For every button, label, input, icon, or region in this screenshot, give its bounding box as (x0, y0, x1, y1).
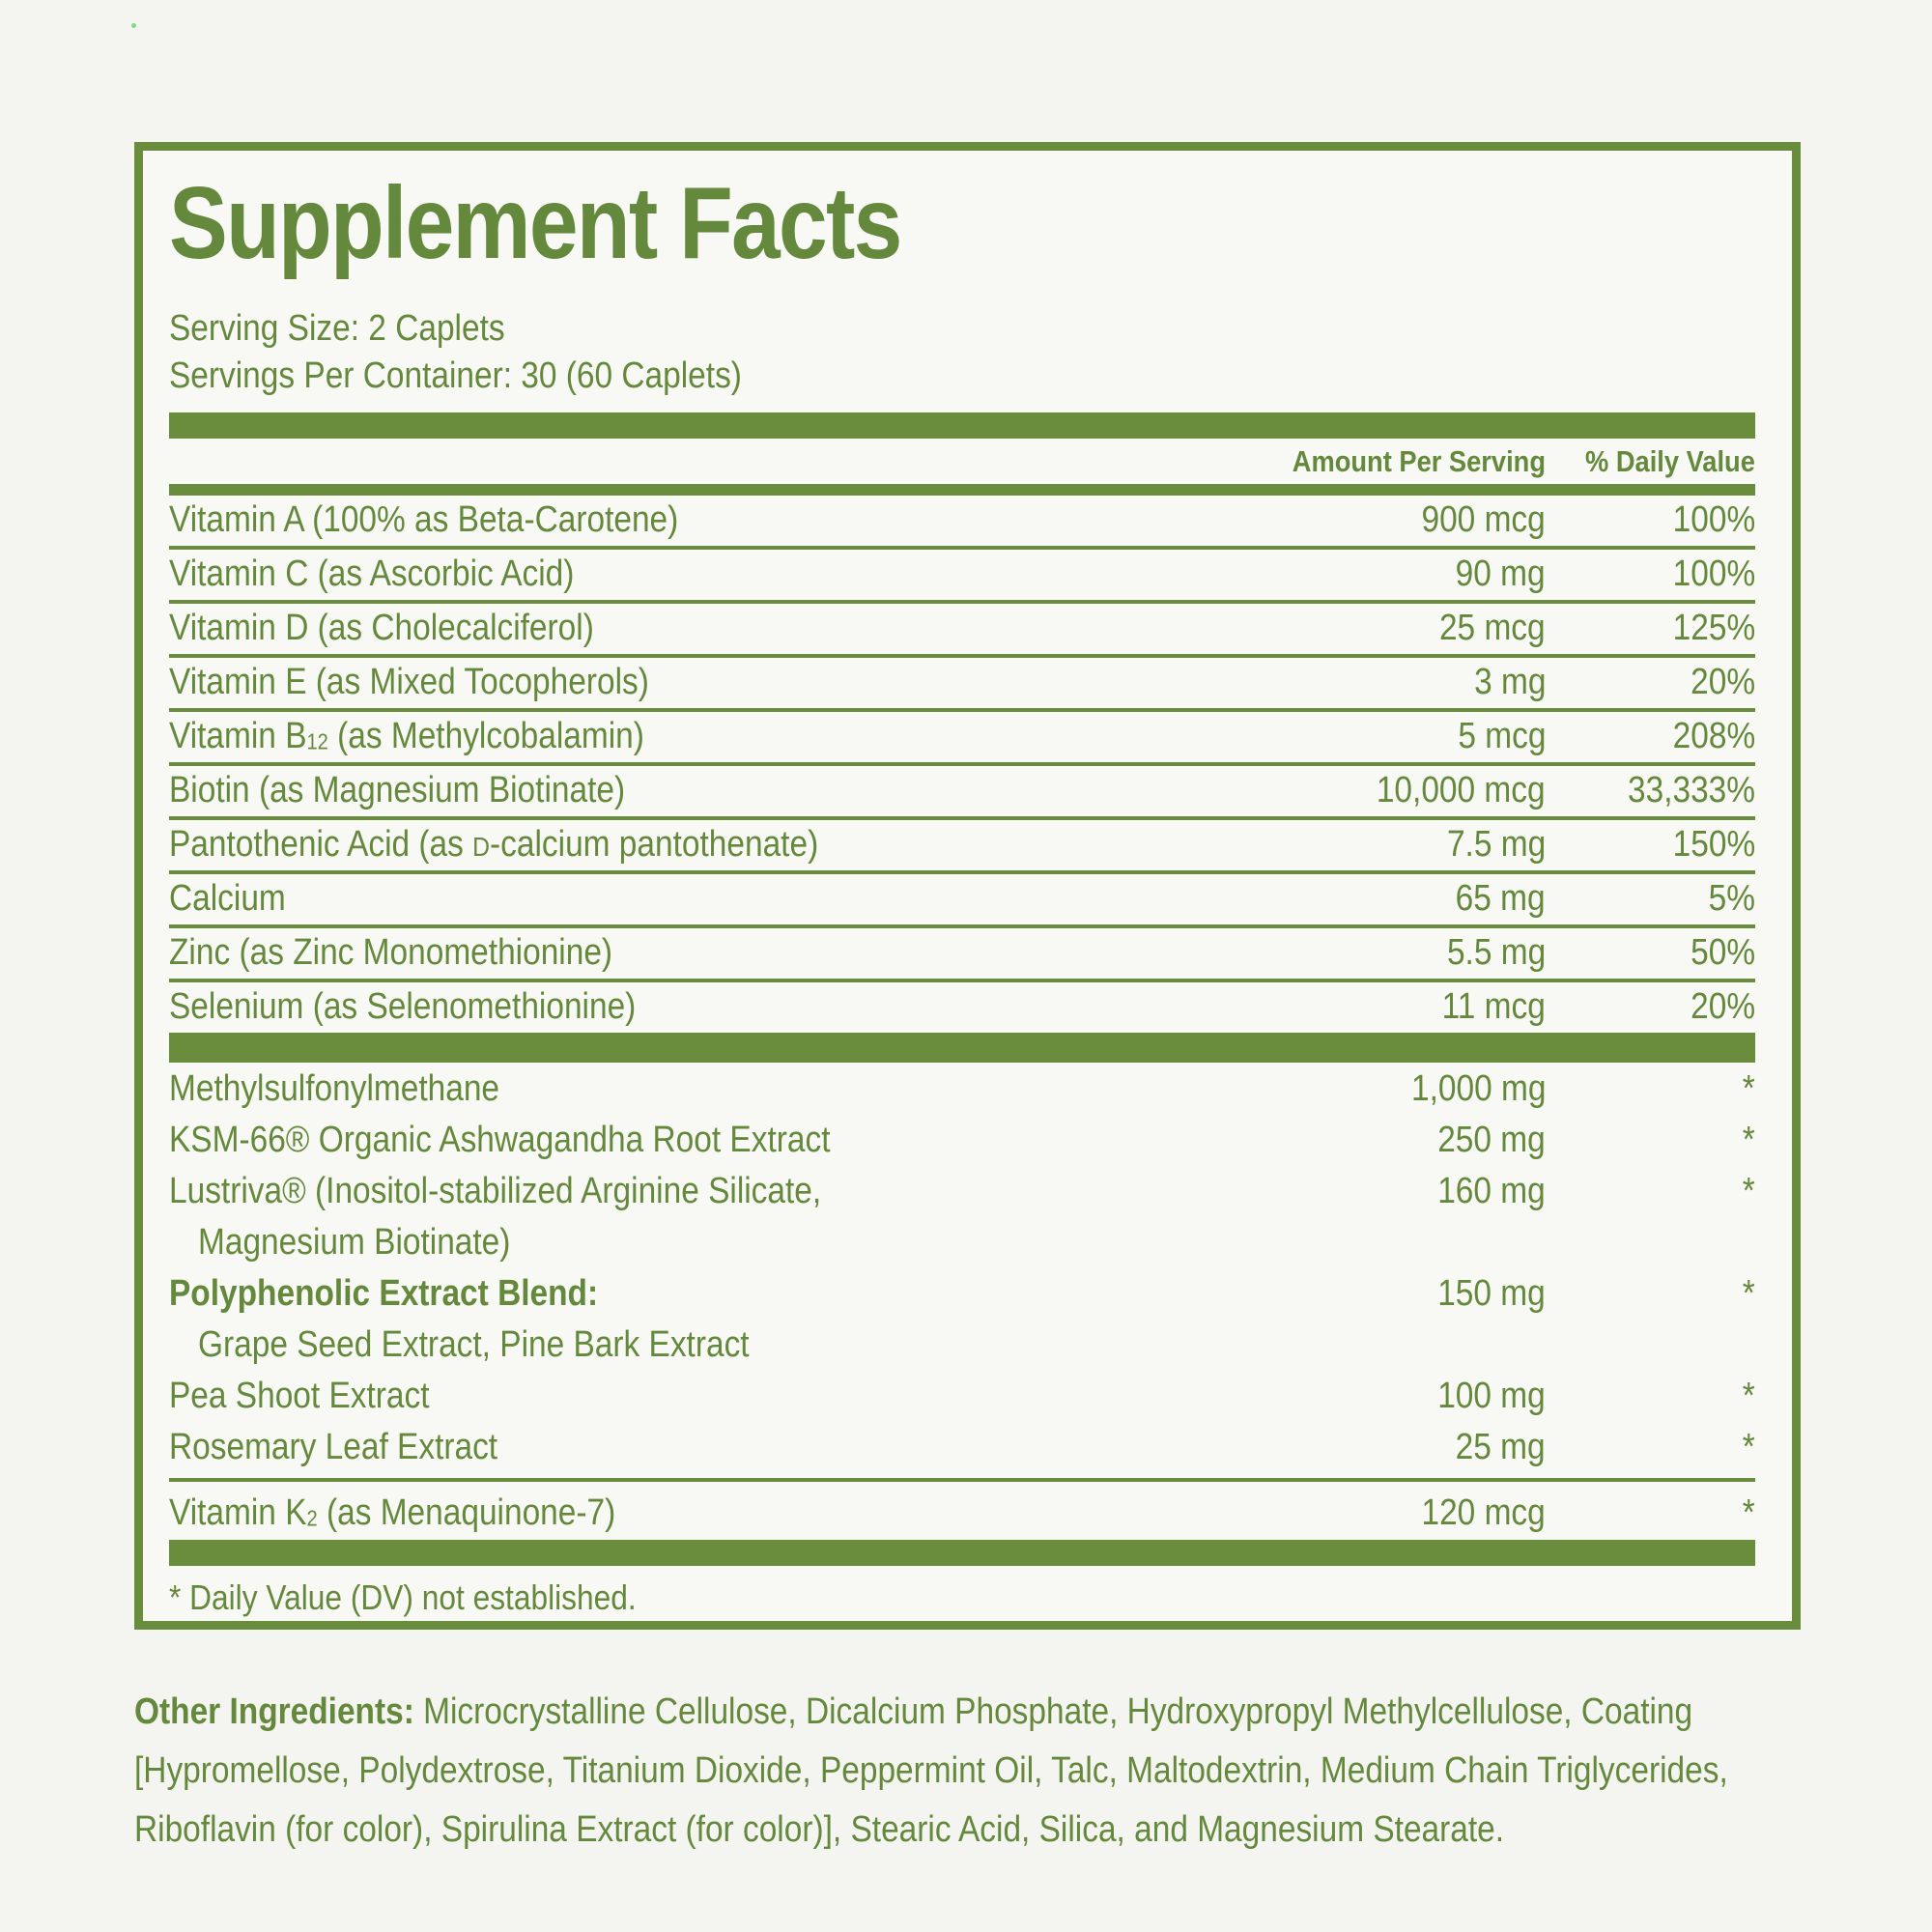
nutrient-row-vitamin-c: Vitamin C (as Ascorbic Acid) 90 mg 100% (169, 550, 1755, 604)
divider-bar-middle (169, 1036, 1755, 1063)
daily-value-footnote: * Daily Value (DV) not established. (169, 1577, 637, 1617)
nutrient-row-vitamin-b12: Vitamin B12 (as Methylcobalamin) 5 mcg 2… (169, 712, 1755, 766)
subscript: 12 (306, 728, 328, 754)
header-divider-bar (169, 483, 1755, 496)
divider-bar-bottom (169, 1539, 1755, 1566)
botanical-daily-value: * (1742, 1375, 1755, 1416)
nutrient-row-zinc: Zinc (as Zinc Monomethionine) 5.5 mg 50% (169, 928, 1755, 982)
nutrient-daily-value: 20% (1690, 985, 1755, 1027)
nutrient-amount: 65 mg (1456, 877, 1546, 919)
nutrient-daily-value: * (1742, 1492, 1755, 1533)
nutrient-daily-value: 100% (1672, 553, 1755, 594)
nutrient-name: Vitamin B12 (as Methylcobalamin) (169, 715, 644, 756)
botanical-name: Rosemary Leaf Extract (169, 1426, 498, 1467)
botanical-amount: 100 mg (1437, 1375, 1546, 1416)
thin-divider-rule (169, 1477, 1755, 1482)
page-title: Supplement Facts (169, 166, 902, 280)
nutrient-daily-value: 50% (1690, 931, 1755, 973)
nutrient-daily-value: 5% (1708, 877, 1755, 919)
amount-column-header: Amount Per Serving (1292, 443, 1546, 478)
botanical-row-pea-shoot: Pea Shoot Extract 100 mg * (169, 1370, 1755, 1421)
nutrient-amount: 90 mg (1456, 553, 1546, 594)
botanical-row-msm: Methylsulfonylmethane 1,000 mg * (169, 1063, 1755, 1114)
nutrient-amount: 7.5 mg (1446, 823, 1546, 865)
nutrient-row-vitamin-d: Vitamin D (as Cholecalciferol) 25 mcg 12… (169, 604, 1755, 658)
botanical-row-polyphenolic-blend: Polyphenolic Extract Blend: 150 mg * (169, 1267, 1755, 1319)
nutrient-row-vitamin-k2: Vitamin K2 (as Menaquinone-7) 120 mcg * (169, 1482, 1755, 1538)
botanical-daily-value: * (1742, 1170, 1755, 1211)
nutrient-daily-value: 150% (1672, 823, 1755, 865)
nutrient-daily-value: 100% (1672, 498, 1755, 540)
divider-bar-top (169, 412, 1755, 439)
botanical-name: KSM-66® Organic Ashwagandha Root Extract (169, 1119, 831, 1160)
nutrient-row-calcium: Calcium 65 mg 5% (169, 874, 1755, 928)
nutrient-name: Vitamin K2 (as Menaquinone-7) (169, 1492, 616, 1533)
blend-name: Polyphenolic Extract Blend: (169, 1272, 599, 1314)
dust-speck (131, 23, 136, 28)
nutrient-daily-value: 125% (1672, 607, 1755, 648)
nutrient-amount: 3 mg (1473, 661, 1546, 702)
botanical-name: Methylsulfonylmethane (169, 1067, 500, 1109)
nutrient-name: Vitamin C (as Ascorbic Acid) (169, 553, 575, 594)
column-headers: Amount Per Serving % Daily Value (169, 439, 1755, 484)
other-ingredients: Other Ingredients: Microcrystalline Cell… (134, 1683, 1796, 1860)
blend-components-text: Grape Seed Extract, Pine Bark Extract (198, 1323, 750, 1365)
nutrient-amount: 5 mcg (1457, 715, 1546, 756)
botanical-name: Pea Shoot Extract (169, 1375, 430, 1416)
nutrient-name: Zinc (as Zinc Monomethionine) (169, 931, 613, 973)
nutrient-amount: 5.5 mg (1446, 931, 1546, 973)
nutrient-daily-value: 33,333% (1627, 769, 1755, 810)
nutrient-row-biotin: Biotin (as Magnesium Biotinate) 10,000 m… (169, 766, 1755, 820)
botanical-amount: 25 mg (1456, 1426, 1546, 1467)
botanical-row-rosemary: Rosemary Leaf Extract 25 mg * (169, 1421, 1755, 1472)
botanical-row-lustriva-wrap: Magnesium Biotinate) (169, 1216, 1755, 1267)
nutrient-name: Vitamin A (100% as Beta-Carotene) (169, 498, 679, 540)
subscript: 2 (306, 1505, 318, 1531)
other-ingredients-text: Microcrystalline Cellulose, Dicalcium Ph… (134, 1691, 1728, 1850)
nutrient-name: Selenium (as Selenomethionine) (169, 985, 637, 1027)
botanical-row-lustriva: Lustriva® (Inositol-stabilized Arginine … (169, 1165, 1755, 1216)
servings-per-container: Servings Per Container: 30 (60 Caplets) (169, 355, 742, 396)
nutrient-name: Calcium (169, 877, 286, 919)
nutrient-name: Vitamin D (as Cholecalciferol) (169, 607, 594, 648)
nutrient-amount: 900 mcg (1421, 498, 1546, 540)
nutrient-row-selenium: Selenium (as Selenomethionine) 11 mcg 20… (169, 982, 1755, 1037)
botanical-daily-value: * (1742, 1426, 1755, 1467)
serving-size: Serving Size: 2 Caplets (169, 307, 505, 349)
botanical-amount: 160 mg (1437, 1170, 1546, 1211)
nutrient-daily-value: 20% (1690, 661, 1755, 702)
nutrient-row-vitamin-a: Vitamin A (100% as Beta-Carotene) 900 mc… (169, 496, 1755, 550)
supplement-facts-panel: Supplement Facts Serving Size: 2 Caplets… (134, 142, 1801, 1630)
blend-daily-value: * (1742, 1272, 1755, 1314)
botanical-amount: 250 mg (1437, 1119, 1546, 1160)
botanical-amount: 1,000 mg (1410, 1067, 1546, 1109)
botanical-name-continued: Magnesium Biotinate) (198, 1221, 511, 1263)
small-cap-d: D (472, 831, 491, 862)
nutrient-amount: 120 mcg (1421, 1492, 1546, 1533)
botanical-row-ksm66: KSM-66® Organic Ashwagandha Root Extract… (169, 1114, 1755, 1165)
botanical-daily-value: * (1742, 1067, 1755, 1109)
nutrient-amount: 11 mcg (1441, 985, 1546, 1027)
nutrient-name: Vitamin E (as Mixed Tocopherols) (169, 661, 649, 702)
nutrient-row-vitamin-e: Vitamin E (as Mixed Tocopherols) 3 mg 20… (169, 658, 1755, 712)
blend-amount: 150 mg (1437, 1272, 1546, 1314)
daily-value-column-header: % Daily Value (1585, 443, 1755, 478)
nutrient-daily-value: 208% (1672, 715, 1755, 756)
other-ingredients-label: Other Ingredients: (134, 1691, 414, 1732)
nutrient-row-pantothenic-acid: Pantothenic Acid (as D-calcium pantothen… (169, 820, 1755, 874)
botanical-daily-value: * (1742, 1119, 1755, 1160)
botanical-name: Lustriva® (Inositol-stabilized Arginine … (169, 1170, 822, 1211)
nutrient-name: Pantothenic Acid (as D-calcium pantothen… (169, 823, 819, 865)
blend-components: Grape Seed Extract, Pine Bark Extract (169, 1319, 1755, 1370)
nutrient-name: Biotin (as Magnesium Biotinate) (169, 769, 626, 810)
nutrient-amount: 25 mcg (1439, 607, 1546, 648)
nutrient-amount: 10,000 mcg (1377, 769, 1546, 810)
